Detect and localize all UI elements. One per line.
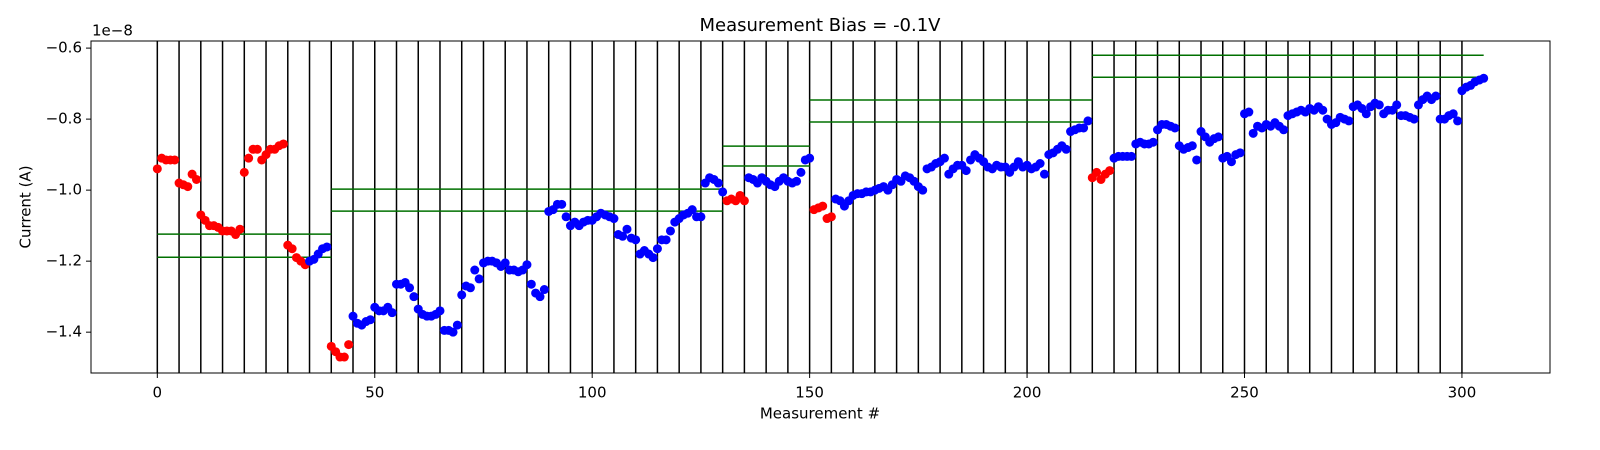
- y-tick-label: −1.4: [46, 323, 82, 341]
- data-point: [526, 279, 536, 289]
- data-point: [522, 260, 532, 270]
- data-point: [1248, 128, 1258, 138]
- y-tick-label: −1.2: [46, 252, 82, 270]
- data-point: [1235, 148, 1245, 158]
- data-point: [557, 199, 567, 209]
- data-point: [1105, 166, 1115, 176]
- data-point: [1187, 141, 1197, 151]
- data-point: [1148, 137, 1158, 147]
- data-point: [1035, 159, 1045, 169]
- data-point: [1344, 116, 1354, 126]
- data-point: [696, 212, 706, 222]
- data-point: [1374, 100, 1384, 110]
- data-point: [1192, 155, 1202, 165]
- data-point: [648, 253, 658, 263]
- data-point: [539, 285, 549, 295]
- data-point: [652, 244, 662, 254]
- data-point: [435, 306, 445, 316]
- data-point: [387, 308, 397, 318]
- x-tick-label: 100: [578, 384, 607, 402]
- data-point: [918, 185, 928, 195]
- data-point: [1213, 132, 1223, 142]
- data-point: [1318, 105, 1328, 115]
- data-point: [818, 201, 828, 211]
- data-point: [465, 283, 475, 293]
- data-point: [365, 315, 375, 325]
- data-point: [1092, 167, 1102, 177]
- data-point: [457, 290, 467, 300]
- data-point: [448, 327, 458, 337]
- data-point: [618, 231, 628, 241]
- x-tick-label: 200: [1013, 384, 1042, 402]
- data-point: [1448, 109, 1458, 119]
- data-point: [939, 153, 949, 163]
- data-point: [339, 352, 349, 362]
- data-point: [235, 224, 245, 234]
- data-point: [535, 292, 545, 302]
- data-point: [1079, 123, 1089, 133]
- data-point: [739, 196, 749, 206]
- data-point: [252, 144, 262, 154]
- data-point: [826, 212, 836, 222]
- data-point: [1226, 157, 1236, 167]
- y-tick-label: −1.0: [46, 181, 82, 199]
- data-point: [452, 320, 462, 330]
- data-point: [1453, 116, 1463, 126]
- data-point: [1039, 169, 1049, 179]
- data-point: [152, 164, 162, 174]
- data-point: [796, 167, 806, 177]
- data-point: [470, 265, 480, 275]
- y-tick-label: −0.8: [46, 110, 82, 128]
- data-point: [561, 212, 571, 222]
- data-point: [1409, 114, 1419, 124]
- data-point: [1361, 109, 1371, 119]
- data-point: [244, 153, 254, 163]
- data-point: [344, 340, 354, 350]
- y-tick-label: −0.6: [46, 39, 82, 57]
- x-tick-label: 0: [153, 384, 163, 402]
- data-point: [687, 205, 697, 215]
- x-tick-label: 300: [1448, 384, 1477, 402]
- data-point: [961, 166, 971, 176]
- x-tick-label: 50: [365, 384, 384, 402]
- data-point: [713, 178, 723, 188]
- plot-frame: [90, 40, 1551, 374]
- data-point: [661, 235, 671, 245]
- data-point: [409, 292, 419, 302]
- data-point: [287, 244, 297, 254]
- x-tick-label: 250: [1230, 384, 1259, 402]
- data-point: [170, 155, 180, 165]
- data-point: [805, 153, 815, 163]
- data-point: [191, 174, 201, 184]
- data-point: [1479, 73, 1489, 83]
- data-point: [322, 242, 332, 252]
- data-point: [500, 258, 510, 268]
- data-point: [1392, 100, 1402, 110]
- data-point: [474, 274, 484, 284]
- data-point: [1244, 107, 1254, 117]
- data-point: [1083, 116, 1093, 126]
- data-point: [278, 139, 288, 149]
- x-tick-label: 150: [795, 384, 824, 402]
- data-point: [665, 226, 675, 236]
- data-point: [609, 214, 619, 224]
- chart-title: Measurement Bias = -0.1V: [699, 15, 941, 36]
- data-point: [792, 176, 802, 186]
- data-point: [1126, 151, 1136, 161]
- data-point: [405, 283, 415, 293]
- data-point: [622, 224, 632, 234]
- data-point: [1061, 144, 1071, 154]
- x-axis-label: Measurement #: [760, 405, 880, 423]
- data-point: [183, 182, 193, 192]
- data-point: [1279, 125, 1289, 135]
- data-point: [1431, 91, 1441, 101]
- data-point: [718, 187, 728, 197]
- data-point: [1170, 123, 1180, 133]
- data-point: [239, 167, 249, 177]
- y-offset-label: 1e−8: [92, 22, 133, 40]
- y-axis-label: Current (A): [17, 165, 35, 248]
- data-point: [348, 311, 358, 321]
- data-point: [631, 235, 641, 245]
